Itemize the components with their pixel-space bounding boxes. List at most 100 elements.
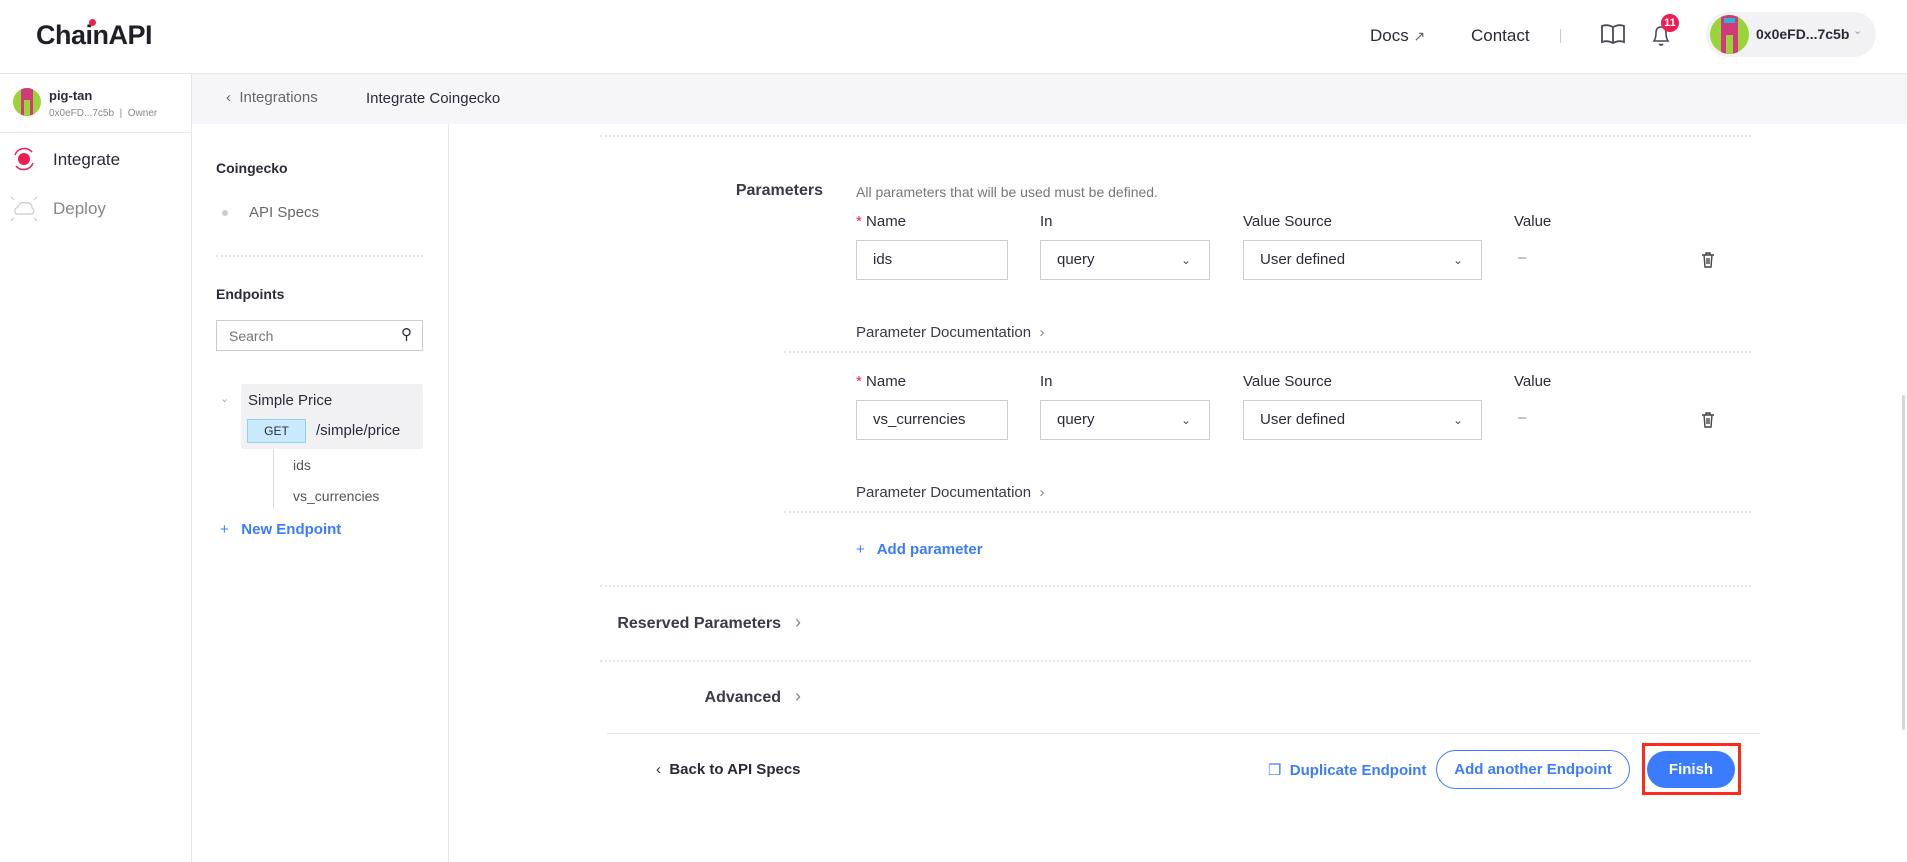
- highlight-box: [1642, 743, 1741, 795]
- chevron-right-icon: ›: [1039, 484, 1045, 501]
- name-label: * Name: [856, 213, 906, 230]
- integrate-icon: [14, 147, 34, 171]
- new-endpoint-label: New Endpoint: [241, 521, 342, 538]
- docs-book-icon[interactable]: [1600, 23, 1626, 45]
- org-role: Owner: [127, 108, 158, 119]
- nav-label: Integrate: [53, 150, 121, 169]
- value-source-label: Value Source: [1243, 373, 1332, 390]
- breadcrumb-back[interactable]: ‹ Integrations: [226, 89, 318, 106]
- chevron-right-icon: ›: [1039, 324, 1045, 341]
- org-address-row: 0x0eFD...7c5b | Owner: [49, 108, 158, 119]
- back-to-api-specs-button[interactable]: ‹ Back to API Specs: [656, 761, 801, 778]
- divider: [1560, 29, 1561, 43]
- add-parameter-label: Add parameter: [876, 541, 983, 558]
- value-label: Value: [1514, 213, 1552, 230]
- doc-label: Parameter Documentation: [856, 484, 1032, 501]
- chevron-down-icon: ⌄: [1853, 25, 1863, 37]
- chevron-down-icon: ⌄: [1180, 413, 1191, 427]
- org-address: 0x0eFD...7c5b: [49, 108, 115, 119]
- wallet-menu[interactable]: 0x0eFD...7c5b ⌄: [1706, 12, 1876, 57]
- parameter-documentation-toggle[interactable]: Parameter Documentation ›: [856, 484, 1044, 501]
- divider: [784, 511, 1751, 513]
- chevron-right-icon[interactable]: ›: [795, 686, 801, 706]
- deploy-cloud-icon: [10, 196, 38, 222]
- duplicate-endpoint-button[interactable]: ❐ Duplicate Endpoint: [1268, 761, 1426, 779]
- docs-link[interactable]: Docs ↗: [1370, 26, 1425, 46]
- required-mark: *: [856, 213, 862, 230]
- chevron-left-icon: ‹: [656, 761, 661, 778]
- value-source-select[interactable]: User defined ⌄: [1243, 400, 1482, 440]
- advanced-toggle[interactable]: Advanced: [704, 689, 781, 706]
- parameter-name-input[interactable]: ids: [856, 240, 1008, 280]
- plus-icon: +: [220, 521, 229, 538]
- contact-link[interactable]: Contact: [1471, 26, 1530, 45]
- scrollbar[interactable]: [1902, 395, 1905, 730]
- endpoints-title: Endpoints: [216, 286, 285, 302]
- new-endpoint-button[interactable]: + New Endpoint: [220, 521, 341, 538]
- parameter-name-input[interactable]: vs_currencies: [856, 400, 1008, 440]
- endpoint-param[interactable]: vs_currencies: [293, 488, 380, 504]
- api-specs-link[interactable]: API Specs: [249, 204, 320, 221]
- top-header: ChainAPI Docs ↗ Contact 11 0x0eFD...7c5b…: [0, 0, 1907, 74]
- left-nav: pig-tan 0x0eFD...7c5b | Owner Integrate …: [0, 74, 192, 862]
- divider: [0, 132, 192, 133]
- endpoint-sidebar: Coingecko API Specs Endpoints ⚲ ⌄ Simple…: [192, 124, 449, 862]
- parameter-value: –: [1518, 409, 1527, 426]
- add-another-endpoint-button[interactable]: Add another Endpoint: [1436, 750, 1630, 789]
- tree-line: [273, 449, 274, 509]
- breadcrumb-current: Integrate Coingecko: [366, 90, 501, 107]
- parameter-value: –: [1518, 249, 1527, 266]
- wallet-address: 0x0eFD...7c5b: [1756, 26, 1850, 42]
- label-text: Name: [866, 213, 907, 230]
- reserved-parameters-toggle[interactable]: Reserved Parameters: [617, 615, 781, 632]
- endpoint-path: /simple/price: [316, 422, 401, 439]
- chevron-right-icon[interactable]: ›: [795, 612, 801, 632]
- label-text: Name: [866, 373, 907, 390]
- nav-label: Deploy: [53, 199, 106, 218]
- external-link-icon: ↗: [1413, 28, 1426, 44]
- back-label: Back to API Specs: [669, 761, 801, 778]
- step-dot: [222, 210, 228, 216]
- duplicate-label: Duplicate Endpoint: [1289, 762, 1427, 779]
- divider: [600, 135, 1751, 137]
- select-value: query: [1057, 411, 1095, 428]
- select-value: query: [1057, 251, 1095, 268]
- parameter-in-select[interactable]: query ⌄: [1040, 240, 1210, 280]
- copy-icon: ❐: [1268, 762, 1282, 779]
- avatar: [1710, 15, 1749, 54]
- endpoint-name: Simple Price: [248, 392, 333, 409]
- search-input[interactable]: [217, 321, 377, 350]
- notification-badge: 11: [1661, 14, 1679, 32]
- value-source-select[interactable]: User defined ⌄: [1243, 240, 1482, 280]
- add-parameter-button[interactable]: + Add parameter: [856, 541, 983, 558]
- breadcrumb: ‹ Integrations Integrate Coingecko: [192, 74, 1907, 124]
- parameter-documentation-toggle[interactable]: Parameter Documentation ›: [856, 324, 1044, 341]
- select-value: User defined: [1260, 251, 1346, 268]
- in-label: In: [1040, 373, 1053, 390]
- chevron-down-icon[interactable]: ⌄: [220, 393, 230, 405]
- chevron-down-icon: ⌄: [1452, 253, 1463, 267]
- trash-icon[interactable]: [1700, 251, 1716, 269]
- nav-item-deploy[interactable]: Deploy: [10, 194, 190, 222]
- nav-item-integrate[interactable]: Integrate: [10, 145, 190, 173]
- org-name: pig-tan: [49, 88, 93, 103]
- divider: [600, 585, 1751, 587]
- endpoint-item-simple-price[interactable]: Simple Price GET /simple/price: [241, 384, 423, 449]
- name-label: * Name: [856, 373, 906, 390]
- plus-icon: +: [856, 541, 865, 558]
- endpoint-search[interactable]: ⚲: [216, 320, 423, 351]
- docs-label: Docs: [1370, 26, 1409, 45]
- chevron-down-icon: ⌄: [1452, 413, 1463, 427]
- divider: [600, 660, 1751, 662]
- doc-label: Parameter Documentation: [856, 324, 1032, 341]
- parameters-title: Parameters: [735, 182, 823, 199]
- method-badge: GET: [247, 419, 306, 443]
- search-icon: ⚲: [401, 326, 412, 343]
- trash-icon[interactable]: [1700, 411, 1716, 429]
- footer-divider: [607, 733, 1760, 734]
- finish-button[interactable]: Finish: [1647, 751, 1735, 788]
- required-mark: *: [856, 373, 862, 390]
- value-label: Value: [1514, 373, 1552, 390]
- endpoint-param[interactable]: ids: [293, 457, 311, 473]
- parameter-in-select[interactable]: query ⌄: [1040, 400, 1210, 440]
